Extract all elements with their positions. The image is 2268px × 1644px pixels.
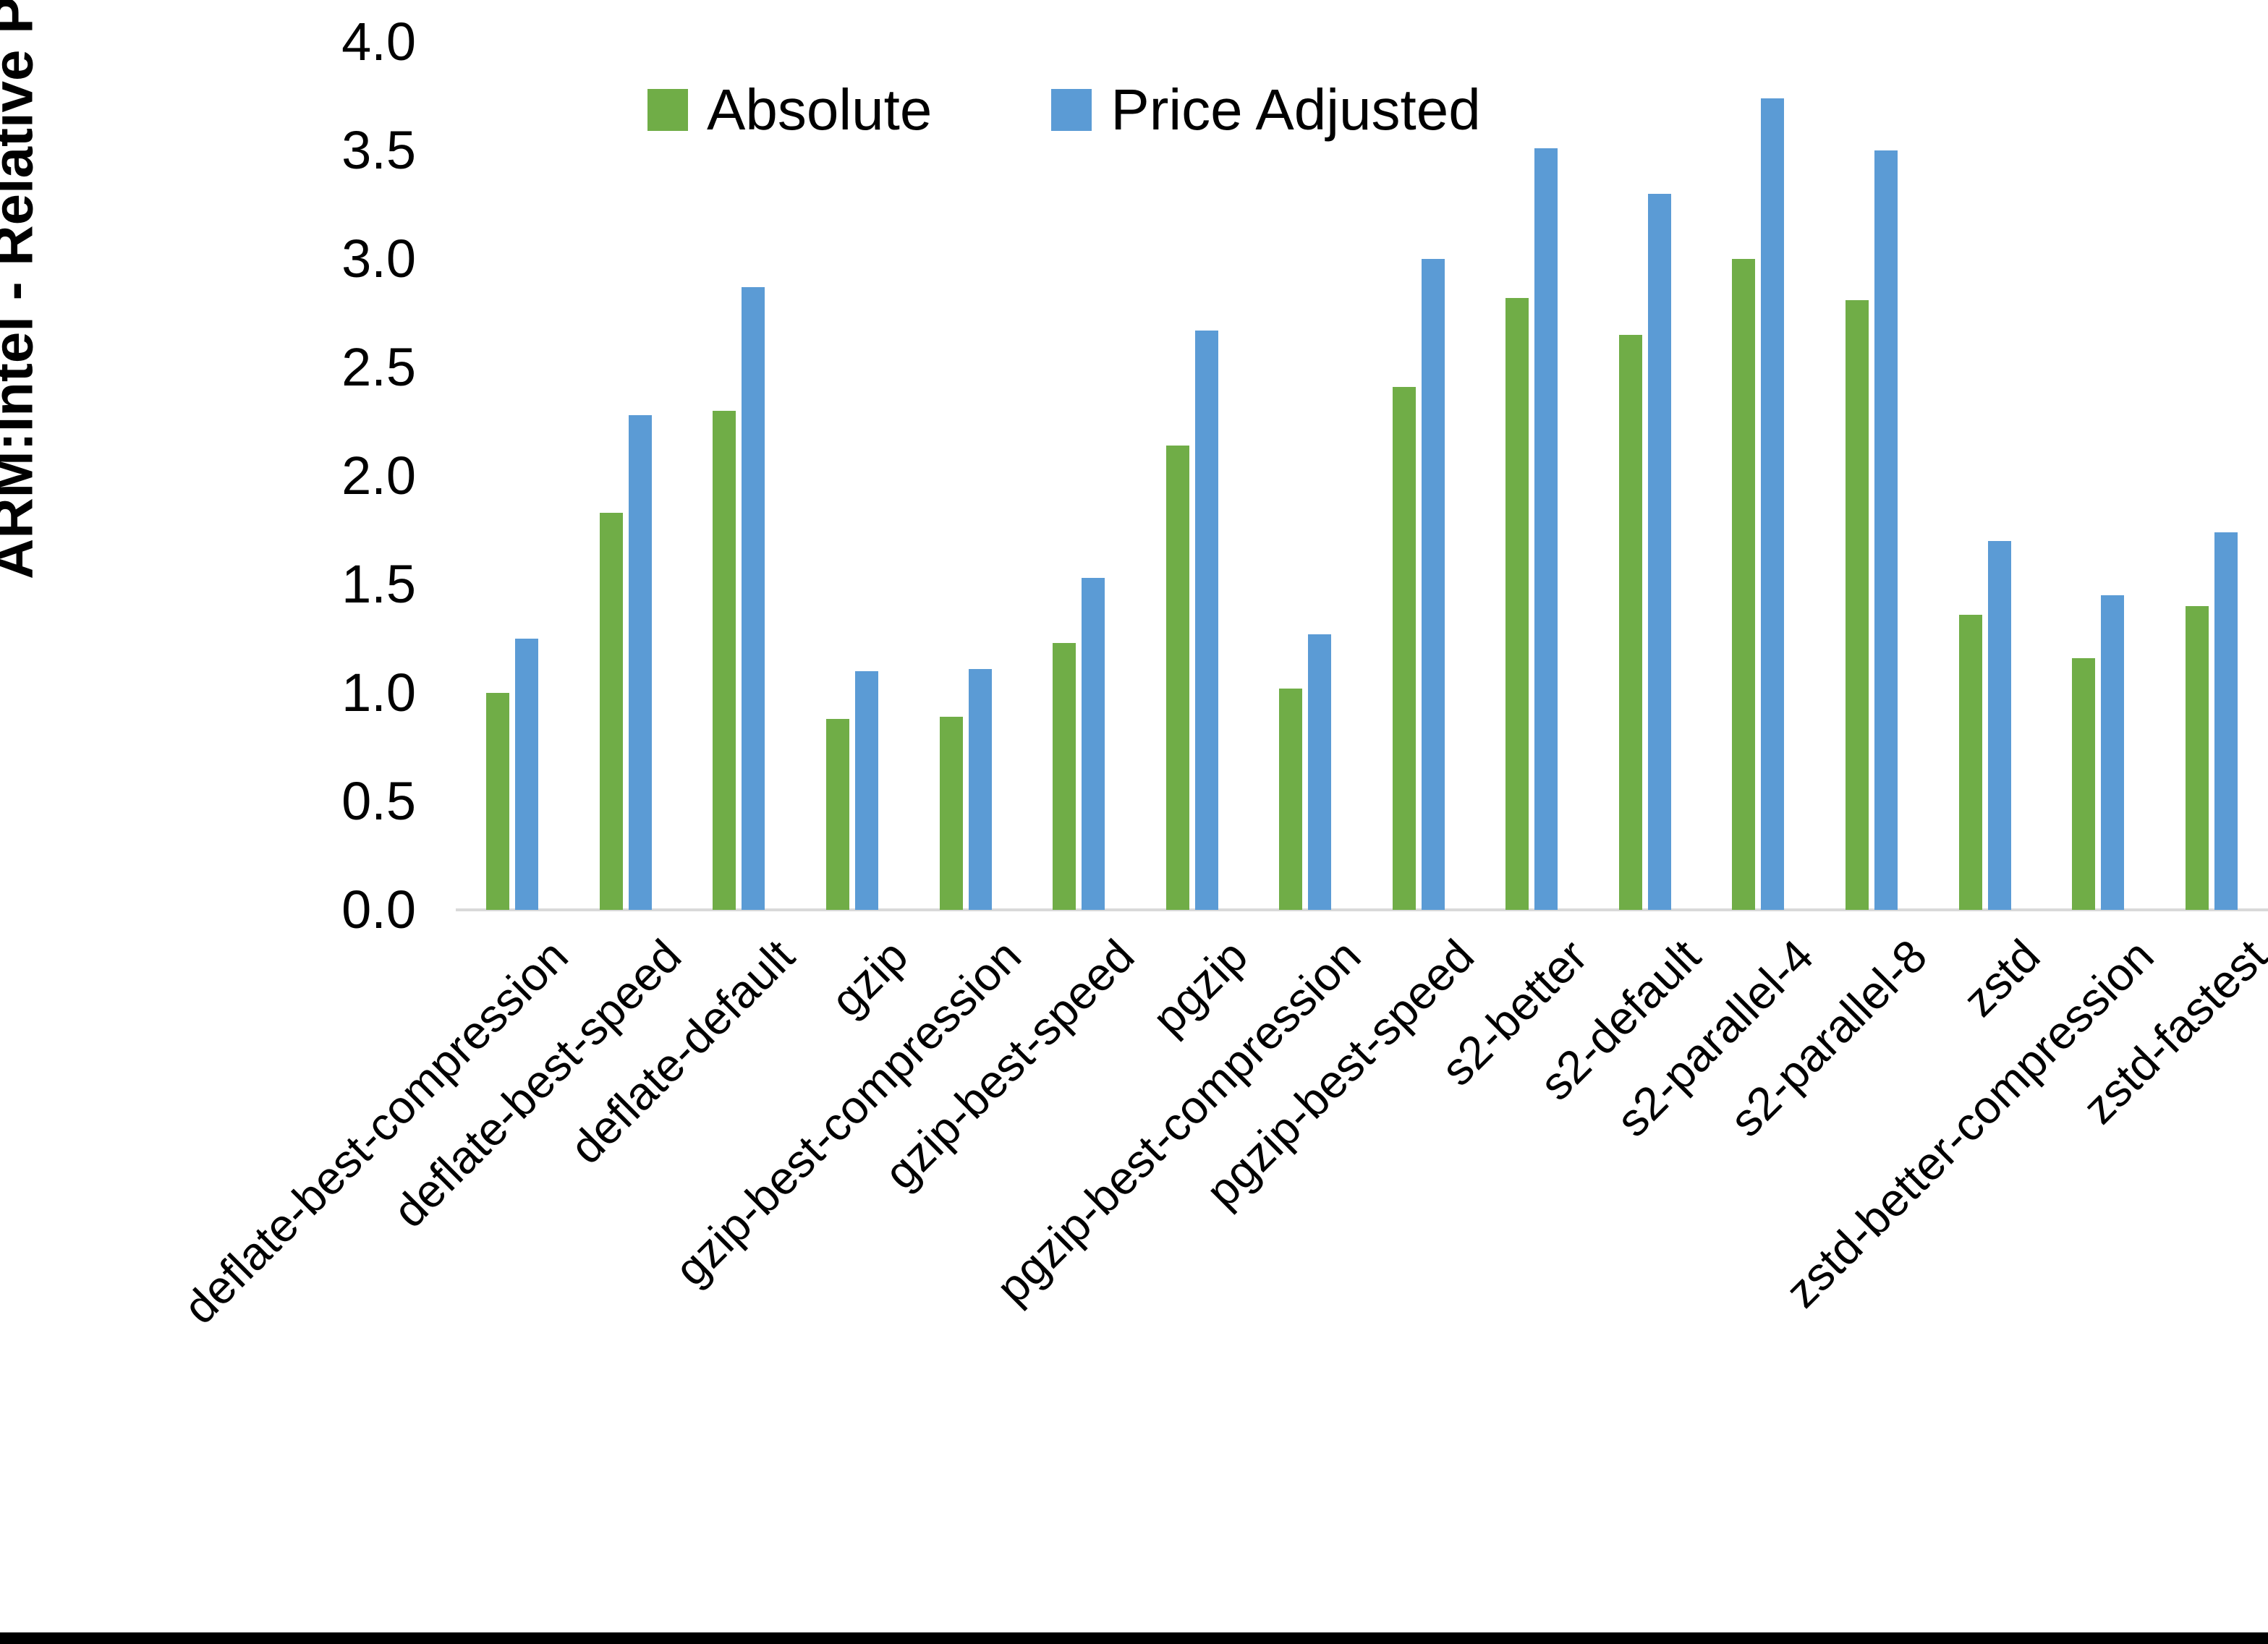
legend-label-absolute: Absolute [707,77,933,142]
bar-price-adjusted [1761,98,1785,910]
y-tick-label-2.5: 2.5 [341,337,416,397]
bar-absolute [825,719,849,910]
bar-absolute [1958,615,1982,910]
bar-price-adjusted [1534,148,1558,910]
bar-price-adjusted [968,669,992,910]
y-tick-label-0.0: 0.0 [341,880,416,940]
x-category-label: zstd [1953,929,2050,1027]
bar-absolute [939,717,963,910]
bar-price-adjusted [2214,532,2238,910]
bar-price-adjusted [1874,150,1898,910]
legend: Absolute Price Adjusted [647,81,1481,139]
bar-price-adjusted [854,671,878,910]
bar-absolute [713,411,736,910]
bar-price-adjusted [742,287,765,910]
bar-price-adjusted [2101,595,2125,910]
bar-price-adjusted [1194,331,1218,910]
y-tick-label-4.0: 4.0 [341,12,416,72]
x-category-label: gzip [820,929,918,1027]
legend-item-price-adjusted: Price Adjusted [1051,77,1481,142]
bar-price-adjusted [628,415,652,910]
bar-absolute [1165,446,1189,910]
bar-price-adjusted [1647,194,1671,910]
bar-absolute [1279,689,1303,910]
bar-absolute [1732,259,1756,910]
legend-swatch-absolute-icon [647,89,688,131]
y-tick-label-1.5: 1.5 [341,554,416,614]
bar-absolute [1053,643,1076,910]
bar-absolute [1618,335,1642,910]
legend-item-absolute: Absolute [647,81,932,139]
bar-price-adjusted [1308,634,1332,910]
bar-price-adjusted [1421,259,1445,910]
bar-price-adjusted [1082,578,1105,910]
legend-swatch-price-adjusted-icon [1051,89,1092,131]
bar-absolute [599,513,623,910]
y-tick-label-1.0: 1.0 [341,663,416,723]
bar-absolute [2185,606,2209,910]
x-axis-line [456,908,2268,911]
bar-absolute [2072,658,2096,910]
bottom-border [0,1632,2268,1644]
legend-label-price-adjusted: Price Adjusted [1110,77,1481,142]
y-tick-label-3.5: 3.5 [341,120,416,180]
bar-absolute [486,693,510,910]
bar-absolute [1392,387,1416,910]
bar-absolute [1505,298,1529,910]
bar-price-adjusted [515,639,539,910]
y-tick-label-0.5: 0.5 [341,771,416,831]
y-tick-label-2.0: 2.0 [341,446,416,506]
bar-absolute [1846,300,1869,910]
bar-price-adjusted [1987,541,2011,910]
y-tick-label-3.0: 3.0 [341,229,416,289]
